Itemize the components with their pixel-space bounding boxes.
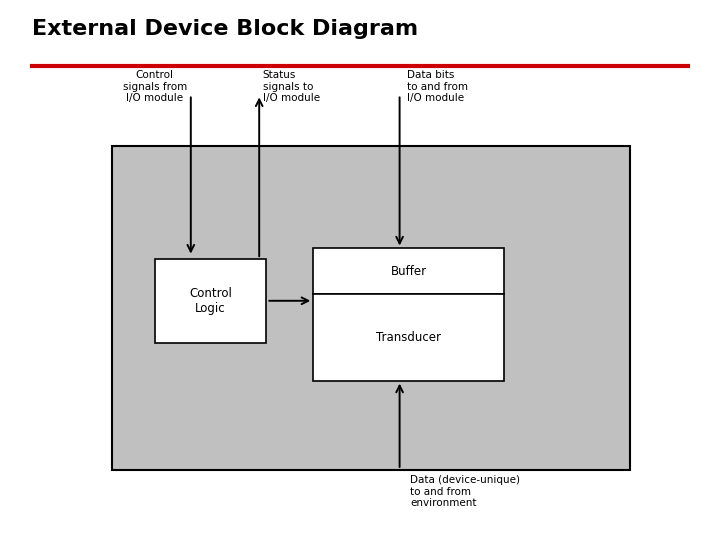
Text: Data bits
to and from
I/O module: Data bits to and from I/O module [407, 70, 468, 103]
Text: Buffer: Buffer [390, 265, 427, 278]
Text: Status
signals to
I/O module: Status signals to I/O module [263, 70, 320, 103]
Text: External Device Block Diagram: External Device Block Diagram [32, 19, 418, 39]
Bar [112, 146, 630, 470]
Text: Control
Logic: Control Logic [189, 287, 232, 315]
Text: Transducer: Transducer [376, 331, 441, 344]
Bar [155, 259, 266, 343]
Text: Data (device-unique)
to and from
environment: Data (device-unique) to and from environ… [410, 475, 521, 508]
Bar [313, 248, 504, 294]
Bar [313, 294, 504, 381]
Text: Control
signals from
I/O module: Control signals from I/O module [122, 70, 187, 103]
